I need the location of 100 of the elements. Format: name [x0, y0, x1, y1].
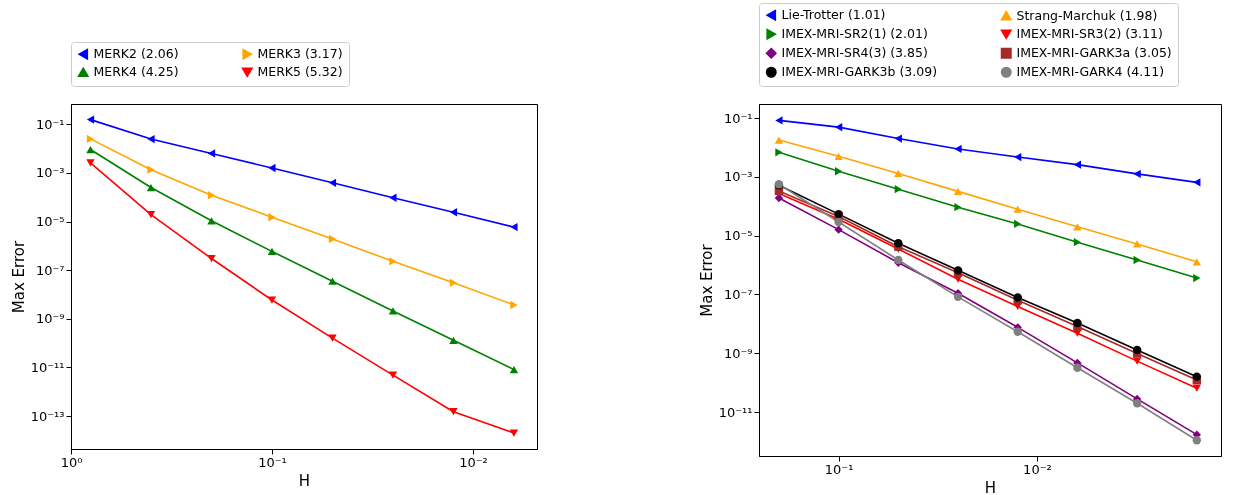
- point: [388, 307, 398, 315]
- y-tick-label: 10⁻¹: [35, 116, 65, 132]
- point: [267, 247, 277, 256]
- point: [1132, 357, 1142, 365]
- point: [207, 149, 216, 158]
- point: [894, 169, 903, 178]
- y-axis-title: Max Error: [9, 240, 28, 314]
- legend-label: MERK4 (4.25): [93, 64, 179, 80]
- point: [1073, 223, 1082, 231]
- point: [510, 300, 518, 310]
- point: [146, 211, 156, 219]
- point: [1132, 345, 1142, 355]
- y-tick-label: 10⁻⁵: [723, 228, 753, 244]
- point: [449, 278, 458, 288]
- point: [389, 193, 397, 202]
- x-tick-label: 10⁻¹: [258, 454, 287, 470]
- point: [328, 334, 337, 342]
- point: [775, 148, 783, 157]
- point: [1014, 152, 1022, 162]
- y-tick-label: 10⁻⁷: [35, 262, 65, 278]
- legend-label: Strang-Marchuk (1.98): [1016, 7, 1158, 23]
- point: [1073, 318, 1082, 328]
- y-axis-title: Max Error: [697, 243, 716, 317]
- point: [1014, 219, 1022, 229]
- point: [207, 191, 216, 200]
- point: [509, 429, 519, 437]
- point: [1192, 384, 1201, 392]
- y-tick-label: 10⁻⁹: [35, 311, 65, 327]
- point: [894, 134, 902, 143]
- point: [1193, 273, 1201, 283]
- point: [1193, 178, 1201, 187]
- point: [328, 234, 337, 244]
- y-tick-label: 10⁻⁷: [723, 286, 753, 302]
- point: [328, 277, 337, 285]
- point: [1133, 169, 1141, 179]
- point: [449, 336, 458, 344]
- point: [834, 152, 843, 160]
- point: [953, 187, 963, 195]
- point: [834, 225, 843, 234]
- point: [774, 136, 784, 144]
- point: [1073, 363, 1082, 372]
- y-tick-label: 10⁻⁵: [35, 214, 65, 229]
- point: [510, 222, 518, 232]
- point: [1013, 205, 1022, 213]
- legend-label: Lie-Trotter (1.01): [781, 7, 886, 23]
- point: [894, 185, 902, 194]
- y-tick-label: 10⁻³: [723, 169, 753, 185]
- legend-label: MERK2 (2.06): [93, 46, 179, 62]
- point: [834, 122, 843, 132]
- point: [328, 178, 337, 187]
- point: [389, 257, 397, 266]
- legend-label: IMEX-MRI-GARK4 (4.11): [1016, 64, 1165, 80]
- point: [1073, 237, 1082, 247]
- point: [86, 115, 95, 124]
- legend-label: MERK5 (5.32): [257, 64, 343, 80]
- point: [954, 144, 962, 154]
- point: [1192, 258, 1201, 266]
- point: [834, 217, 843, 227]
- point: [449, 408, 458, 416]
- x-tick-label: 10⁻²: [459, 454, 488, 470]
- point: [509, 365, 519, 374]
- point: [1132, 240, 1142, 248]
- point: [147, 134, 155, 144]
- legend-label: IMEX-MRI-SR3(2) (3.11): [1016, 26, 1163, 42]
- legend-label: MERK3 (3.17): [257, 46, 343, 62]
- point: [268, 213, 276, 222]
- point: [1192, 436, 1201, 445]
- x-tick-label: 10⁰: [60, 454, 83, 470]
- point: [1192, 372, 1201, 381]
- point: [954, 202, 962, 212]
- point: [834, 167, 843, 176]
- y-tick-label: 10⁻³: [35, 165, 65, 181]
- point: [147, 165, 155, 174]
- x-tick-label: 10⁻¹: [824, 461, 854, 477]
- y-tick-label: 10⁻¹³: [30, 408, 65, 424]
- point: [86, 134, 95, 144]
- x-tick-label: 10⁻²: [1023, 461, 1052, 477]
- point: [1073, 160, 1082, 169]
- y-tick-label: 10⁻¹¹: [718, 404, 753, 420]
- point: [268, 163, 276, 173]
- point: [146, 183, 156, 192]
- legend-label: IMEX-MRI-GARK3b (3.09): [781, 64, 938, 80]
- legend-label: IMEX-MRI-SR2(1) (2.01): [781, 26, 928, 42]
- y-tick-label: 10⁻¹: [723, 110, 753, 126]
- x-axis-title: H: [298, 471, 311, 490]
- legend-label: IMEX-MRI-SR4(3) (3.85): [781, 45, 928, 61]
- point: [1013, 327, 1022, 336]
- x-axis-title: H: [984, 478, 997, 495]
- point: [207, 217, 216, 225]
- point: [86, 159, 95, 167]
- point: [449, 208, 458, 217]
- point: [86, 145, 95, 154]
- point: [1133, 255, 1141, 265]
- y-tick-label: 10⁻¹¹: [30, 359, 65, 375]
- legend-label: IMEX-MRI-GARK3a (3.05): [1016, 45, 1172, 61]
- point: [267, 296, 277, 304]
- point: [388, 371, 398, 379]
- y-tick-label: 10⁻⁹: [723, 345, 753, 361]
- point: [207, 254, 216, 263]
- point: [1132, 399, 1142, 408]
